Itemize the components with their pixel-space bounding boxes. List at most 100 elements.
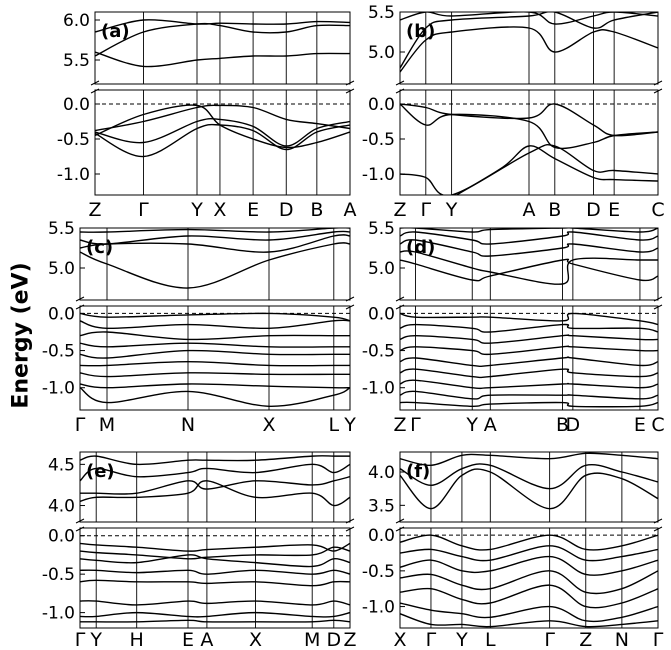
panel-c-band-12 [80,387,350,407]
panel-a-band-1 [95,22,350,57]
panel-f-ytick-label: -1.0 [362,598,395,618]
panel-f-band-1 [400,463,658,490]
panel-d-kpoint-label: B [556,414,569,436]
panel-f-band-4 [400,545,658,562]
panel-c-kpoint-label: L [329,414,340,436]
panel-b-ytick-label: 5.5 [368,3,395,23]
panel-a-kpoint-label: Z [88,199,101,221]
panel-e-ytick-label: 4.5 [48,455,75,475]
panel-c-kpoint-label: M [99,414,115,436]
panel-d-band-8 [400,345,658,356]
panel-d-kpoint-label: C [651,414,664,436]
panel-d-band-11 [400,379,658,390]
panel-d-band-12 [400,390,658,400]
panel-a-upper-frame [94,11,351,85]
panel-a-band-4 [95,117,350,147]
panel-c-band-3 [80,228,350,233]
panel-e-kpoint-label: M [304,629,320,650]
panel-d-axis-break-left [395,296,405,310]
panel-b-band-3 [400,103,658,150]
panel-f-axis-break-left [395,518,405,532]
panel-c-band-9 [80,361,350,367]
panel-e-band-3 [80,455,350,466]
panel-d-lower-frame [399,305,659,411]
panel-c-band-4 [80,312,350,322]
panel-d-kpoint-label: A [484,414,497,436]
panel-e-kpoint-label: Z [343,629,356,650]
panel-c-ytick-label: -0.5 [42,342,75,362]
panel-c-lower-frame [79,305,351,411]
panel-c-band-11 [80,383,350,389]
panel-e-band-11 [80,619,350,623]
panel-c-ytick-label: 5.0 [48,259,75,279]
panel-f-band-3 [400,534,658,551]
panel-c-kpoint-label: N [181,414,195,436]
panel-c-axis-break-left [75,296,85,310]
panel-b-kpoint-label: E [608,199,620,221]
panel-f-lower-frame [399,527,659,629]
panel-f-upper-frame [399,451,659,523]
panel-b-ytick-label: 0.0 [368,95,395,115]
panel-b-kpoint-label: C [651,199,664,221]
panel-e-upper-frame [79,451,351,523]
panel-b-axis-break-left [395,80,405,94]
panel-c-label: (c) [86,237,113,258]
panel-c-band-6 [80,331,350,341]
panel-a-ytick-label: -1.0 [57,165,90,185]
panel-b-kpoint-label: Y [445,199,458,221]
panel-b-axis-break-right [653,80,663,94]
panel-a-kpoint-label: A [344,199,357,221]
panel-e-band-1 [80,476,350,495]
panel-a-kpoint-label: Y [190,199,203,221]
panel-f-kpoint-label: Z [579,629,592,650]
panel-c-kpoint-label: Γ [75,414,86,436]
panel-d-ytick-label: -1.0 [362,379,395,399]
panel-f-kpoint-label: Y [455,629,468,650]
panel-e-band-10 [80,611,350,618]
panel-e-kpoint-label: H [130,629,144,650]
panel-c-band-5 [80,319,350,330]
panel-a-band-6 [95,104,350,149]
panel-d-kpoint-label: Z [393,414,406,436]
panel-b-kpoint-label: Z [393,199,406,221]
panel-b-ytick-label: -1.0 [362,165,395,185]
panel-c-ytick-label: 5.5 [48,219,75,239]
panel-b-band-4 [400,103,658,137]
panel-b-ytick-label: -0.5 [362,130,395,150]
panel-a-ytick-label: 6.0 [63,11,90,31]
panel-c-upper-frame [79,227,351,301]
panel-d-band-7 [400,334,658,344]
panel-d-kpoint-label: Y [465,414,478,436]
panel-d-band-9 [400,356,658,368]
panel-d-band-6 [400,323,658,333]
panel-e-band-5 [80,546,350,560]
panel-d-ytick-label: 0.0 [368,304,395,324]
panel-f-kpoint-label: N [615,629,629,650]
panel-f-band-9 [400,613,658,628]
panel-a-lower-frame [94,89,351,196]
panel-e-kpoint-label: E [182,629,194,650]
panel-d-kpoint-label: Γ [410,414,421,436]
panel-f-band-7 [400,584,658,609]
panel-f-kpoint-label: X [393,629,406,650]
panel-a-band-5 [95,104,350,132]
panel-a-kpoint-label: X [213,199,226,221]
panel-f-axis-break-right [653,518,663,532]
panel-a-band-3 [95,123,350,158]
panel-f-ytick-label: 4.0 [368,463,395,483]
panel-a-label: (a) [101,21,130,42]
panel-f-kpoint-label: Γ [544,629,555,650]
panel-a-band-0 [95,51,350,68]
panel-e-kpoint-label: X [249,629,262,650]
panel-c-kpoint-label: X [262,414,275,436]
panel-e-band-9 [80,600,350,606]
panel-e-band-7 [80,569,350,575]
panel-f-ytick-label: 0.0 [368,526,395,546]
panel-c-ytick-label: -1.0 [42,379,75,399]
panel-e-axis-break-left [75,518,85,532]
panel-f-band-5 [400,555,658,576]
panel-c-band-2 [80,230,350,245]
panel-c-band-8 [80,349,350,359]
panel-b-kpoint-label: A [523,199,536,221]
